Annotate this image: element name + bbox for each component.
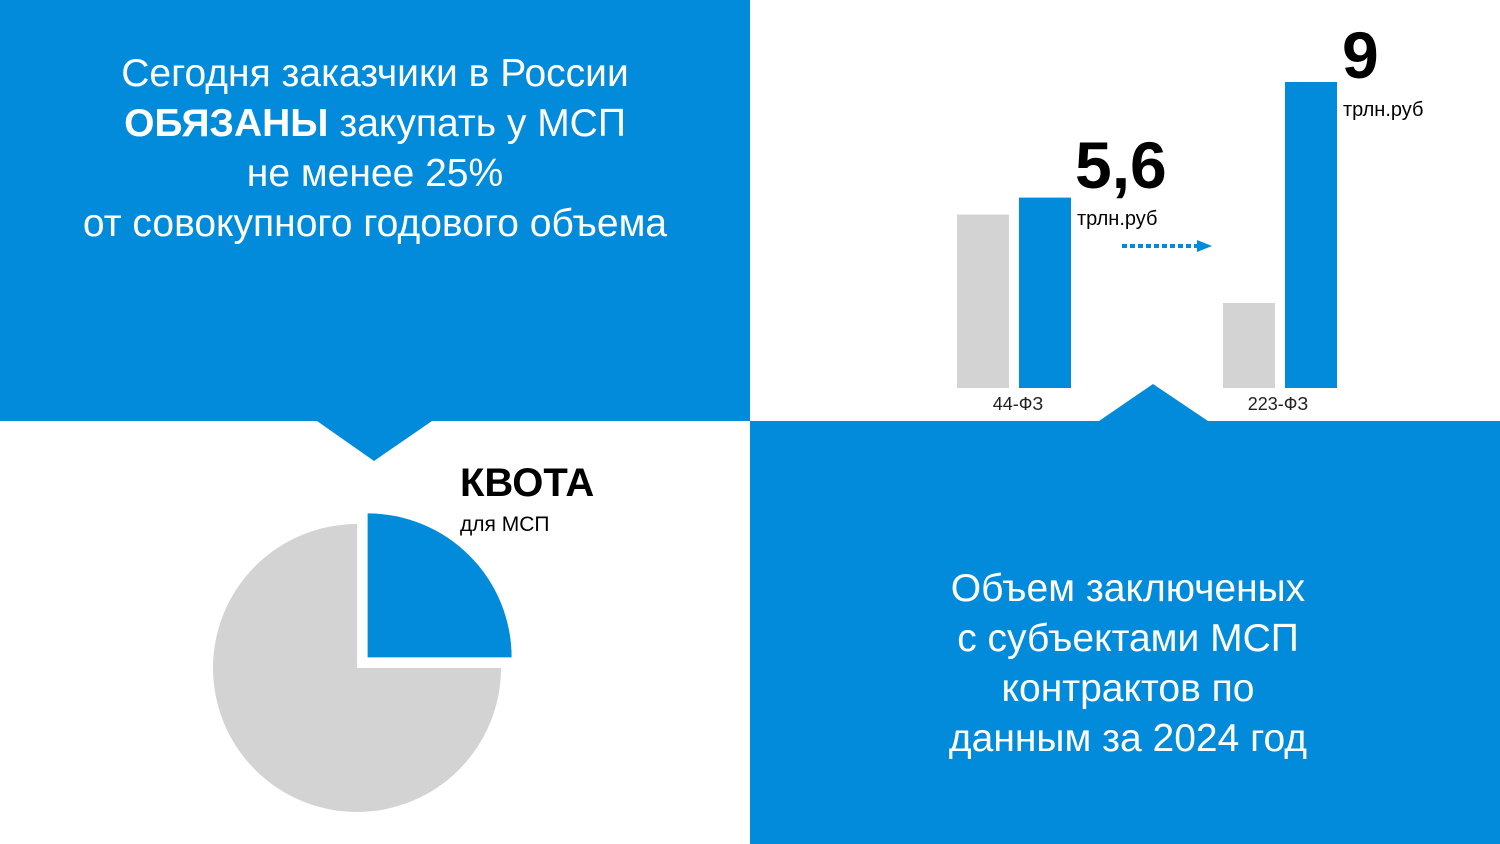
bottom-panel-text: Объем заключеных с субъектами МСП контра… <box>753 564 1500 764</box>
bar-223-ФЗ-blue <box>1285 82 1337 388</box>
bar-unit-223: трлн.руб <box>1343 99 1423 121</box>
top-left-panel <box>0 0 750 421</box>
bar-label-223: 9 <box>1342 18 1379 92</box>
bar-label-44: 5,6 <box>1075 128 1167 202</box>
top-line-4: от совокупного годового объема <box>82 202 668 245</box>
pie-sublabel: для МСП <box>460 513 549 536</box>
category-label-223: 223-ФЗ <box>1248 394 1309 414</box>
top-line-1: Сегодня заказчики в России <box>121 52 629 95</box>
category-label-44: 44-ФЗ <box>993 394 1044 414</box>
bottom-right-panel <box>750 421 1500 844</box>
pie-slice-0 <box>367 513 512 658</box>
bottom-line-2: с субъектами МСП <box>957 617 1299 660</box>
bottom-line-3: контрактов по <box>1001 667 1255 710</box>
pie-slice-1 <box>213 524 501 812</box>
bar-unit-44: трлн.руб <box>1077 208 1157 230</box>
bottom-line-1: Объем заключеных <box>950 567 1306 610</box>
top-line-2-bold: ОБЯЗАНЫ <box>124 102 329 145</box>
top-line-2-rest: закупать у МСП <box>328 102 626 145</box>
bar-223-ФЗ-gray <box>1223 303 1275 388</box>
down-pointer <box>317 421 432 461</box>
bar-44-ФЗ-gray <box>957 214 1009 388</box>
dotted-arrow-icon <box>1122 240 1212 252</box>
bar-44-ФЗ-blue <box>1019 197 1071 388</box>
pie-label: КВОТА <box>460 461 594 505</box>
bottom-line-4: данным за 2024 год <box>948 717 1308 760</box>
top-panel-text: Сегодня заказчики в России ОБЯЗАНЫ закуп… <box>0 49 750 249</box>
up-pointer <box>1099 384 1208 421</box>
top-line-3: не менее 25% <box>246 152 504 195</box>
top-line-2: ОБЯЗАНЫ закупать у МСП <box>0 99 750 149</box>
